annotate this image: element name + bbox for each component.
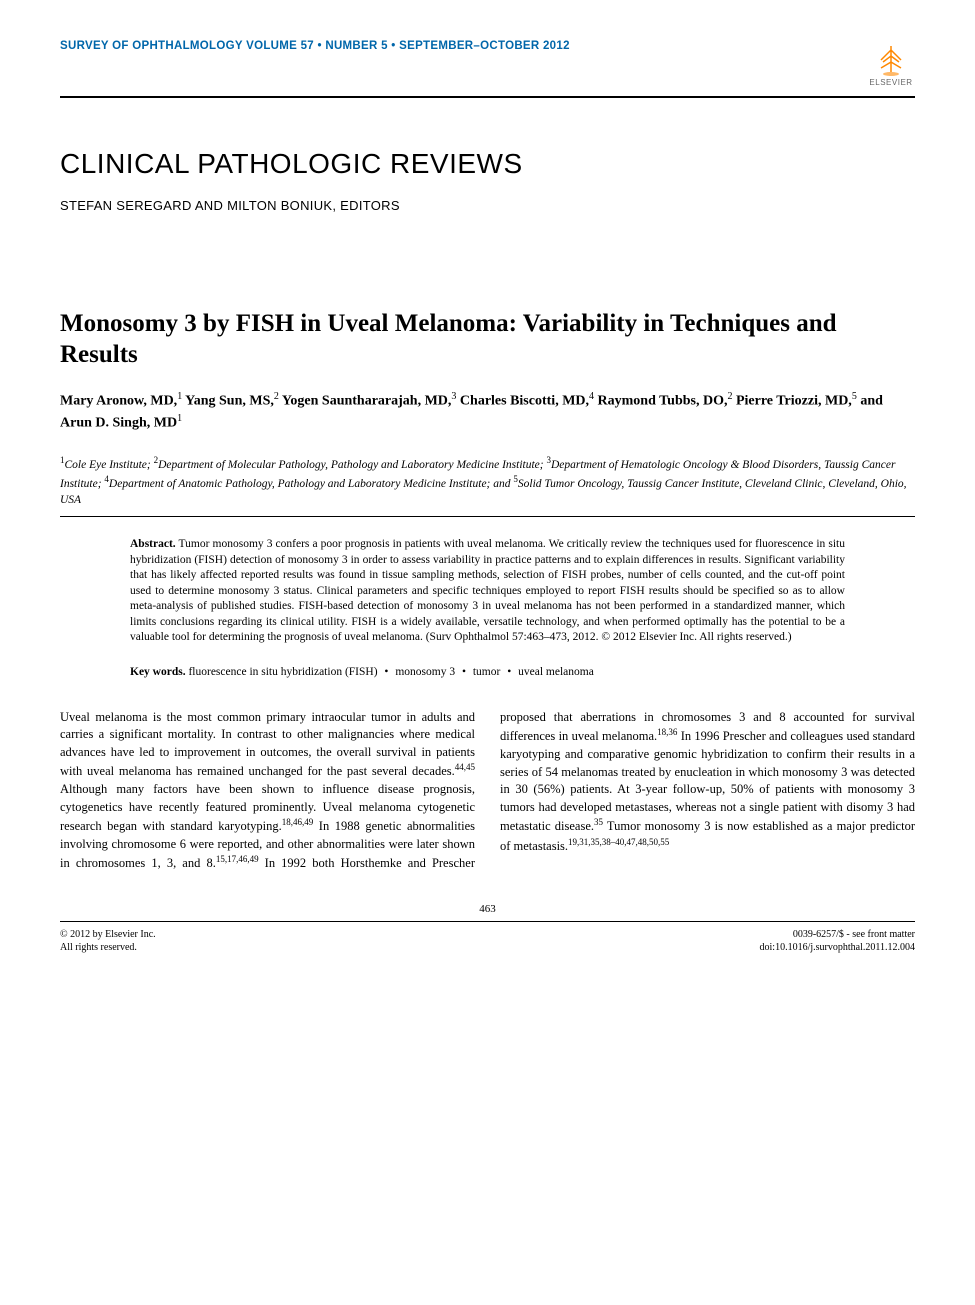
article-title: Monosomy 3 by FISH in Uveal Melanoma: Va…: [60, 308, 915, 371]
footer-row: © 2012 by Elsevier Inc. All rights reser…: [60, 928, 915, 954]
footer-left: © 2012 by Elsevier Inc. All rights reser…: [60, 928, 156, 954]
abstract-text: Tumor monosomy 3 confers a poor prognosi…: [130, 538, 845, 643]
keywords-label: Key words.: [130, 666, 186, 678]
copyright-line: © 2012 by Elsevier Inc.: [60, 928, 156, 941]
journal-name: SURVEY OF OPHTHALMOLOGY: [60, 40, 243, 52]
body-text: Uveal melanoma is the most common primar…: [60, 709, 915, 873]
elsevier-tree-icon: [871, 42, 911, 78]
authors-list: Mary Aronow, MD,1 Yang Sun, MS,2 Yogen S…: [60, 389, 915, 434]
doi-line: doi:10.1016/j.survophthal.2011.12.004: [760, 941, 915, 954]
affiliations: 1Cole Eye Institute; 2Department of Mole…: [60, 454, 915, 508]
abstract-block: Abstract. Tumor monosomy 3 confers a poo…: [130, 537, 845, 646]
abstract-label: Abstract.: [130, 538, 176, 550]
section-heading: CLINICAL PATHOLOGIC REVIEWS: [60, 148, 915, 180]
journal-number: NUMBER 5: [325, 40, 387, 52]
journal-volume: VOLUME 57: [246, 40, 314, 52]
issn-line: 0039-6257/$ - see front matter: [760, 928, 915, 941]
publisher-name: ELSEVIER: [869, 78, 912, 87]
top-divider: [60, 96, 915, 98]
footer-divider: [60, 921, 915, 922]
journal-header-row: SURVEY OF OPHTHALMOLOGY VOLUME 57 • NUMB…: [60, 40, 915, 88]
publisher-logo: ELSEVIER: [867, 40, 915, 88]
page-number: 463: [60, 903, 915, 915]
journal-header: SURVEY OF OPHTHALMOLOGY VOLUME 57 • NUMB…: [60, 40, 570, 52]
journal-date: SEPTEMBER–OCTOBER 2012: [399, 40, 570, 52]
section-editors: STEFAN SEREGARD AND MILTON BONIUK, EDITO…: [60, 198, 915, 213]
footer-right: 0039-6257/$ - see front matter doi:10.10…: [760, 928, 915, 954]
keywords-list: fluorescence in situ hybridization (FISH…: [188, 666, 593, 678]
rights-line: All rights reserved.: [60, 941, 156, 954]
keywords-block: Key words. fluorescence in situ hybridiz…: [130, 664, 845, 681]
affiliation-divider: [60, 516, 915, 517]
